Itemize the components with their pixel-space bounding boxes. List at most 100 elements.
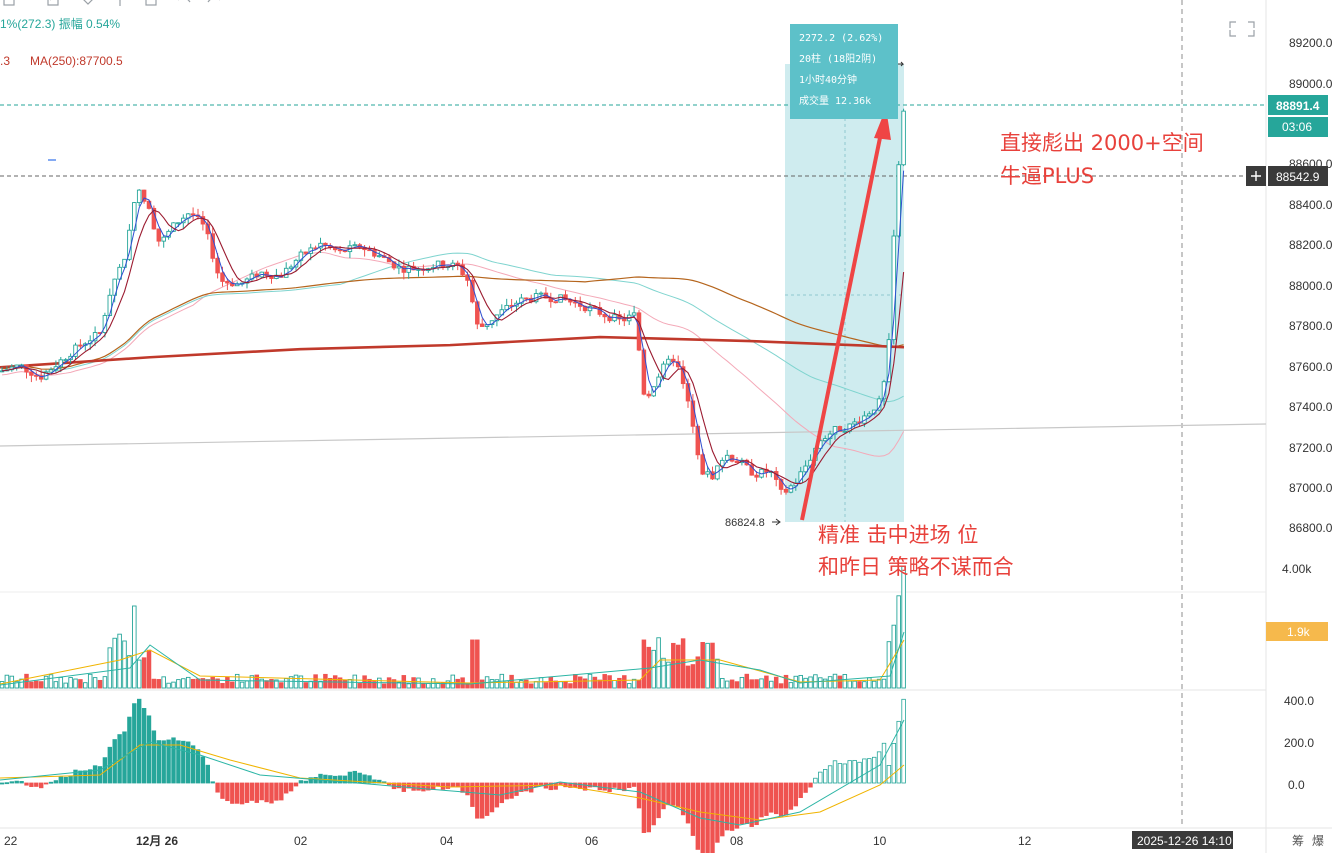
macd-bar (136, 698, 142, 784)
volume-bar (577, 676, 583, 689)
volume-bar (14, 681, 19, 689)
macd-bar (195, 749, 201, 784)
volume-bar (406, 683, 411, 689)
volume-bar (87, 673, 93, 689)
price-tick: 87200.0 (1289, 441, 1332, 455)
candle-body (646, 393, 652, 397)
undo-icon[interactable] (178, 0, 191, 3)
candle-body (161, 236, 166, 242)
time-tick: 12 (1018, 834, 1032, 848)
candle-body (406, 265, 411, 273)
time-tick: 22 (4, 834, 18, 848)
volume-bar (53, 681, 59, 689)
candle (705, 466, 710, 478)
candle-body (450, 262, 456, 268)
toolbar[interactable] (3, 0, 220, 6)
volume-bar (896, 595, 901, 689)
volume-bar (328, 677, 333, 689)
candle-body (749, 464, 754, 476)
macd-bar (798, 782, 803, 798)
volume-bar (514, 681, 519, 689)
tooltip-bars: 20柱 (18阳2阴) (799, 52, 877, 65)
macd-bar (274, 782, 279, 801)
candle (352, 241, 358, 247)
macd-bar (558, 782, 563, 785)
candle-body (524, 297, 529, 300)
fork-icon[interactable] (116, 0, 124, 6)
candle-body (783, 488, 789, 493)
time-axis[interactable]: 22 12月 26 02 04 06 08 10 12 (4, 834, 1032, 848)
macd-bar (509, 782, 514, 799)
volume-bar (700, 642, 705, 689)
volume-bar (318, 680, 323, 689)
candle (117, 264, 122, 281)
volume-bar (651, 649, 656, 689)
candle-body (440, 260, 446, 268)
volume-bar (132, 605, 137, 689)
volume-bar (661, 657, 666, 689)
candle-body (729, 454, 735, 462)
candle (156, 228, 162, 247)
candle-body (190, 213, 196, 216)
volume-bar (602, 674, 607, 689)
volume-bar (78, 679, 83, 689)
volume-bar (881, 678, 887, 689)
volume-bar (352, 674, 358, 689)
volume-bar (29, 681, 34, 689)
candle-body (92, 332, 98, 342)
volume-bar (901, 565, 906, 689)
macd-bar (769, 782, 774, 813)
fullscreen-icon[interactable] (1229, 21, 1255, 37)
volume-bar (426, 682, 431, 689)
macd-dif-line (0, 719, 905, 826)
macd-bar (465, 782, 470, 796)
volume-bar (475, 639, 480, 689)
macd-bar (803, 782, 808, 793)
volume-bar (303, 682, 309, 689)
current-price-value: 88891.4 (1276, 99, 1320, 113)
macd-bar (396, 782, 402, 789)
volume-bar (710, 642, 715, 689)
volume-bar (450, 674, 456, 689)
volume-bar (381, 683, 387, 689)
macd-bar (774, 782, 779, 815)
volume-bar (744, 673, 750, 689)
edit-icon[interactable] (47, 0, 59, 6)
volume-bar (308, 680, 313, 689)
square-icon[interactable] (3, 0, 15, 6)
liquidation-label[interactable]: 爆 (1312, 834, 1324, 848)
volume-bar (631, 678, 637, 689)
candle-body (0, 370, 5, 373)
macd-bar (852, 759, 857, 784)
trash-icon[interactable] (145, 0, 157, 6)
candle-body (695, 425, 701, 456)
candle (38, 368, 44, 383)
macd-bar (788, 782, 794, 810)
volume-bar (592, 676, 598, 689)
volume-bars (0, 565, 906, 689)
chips-label[interactable]: 筹 (1292, 834, 1304, 848)
volume-bar (739, 676, 745, 689)
volume-bar (396, 681, 402, 689)
macd-bar (862, 758, 867, 784)
countdown-value: 03:06 (1282, 120, 1312, 134)
volume-bar (92, 677, 98, 689)
candle (700, 449, 705, 476)
price-tick: 87600.0 (1289, 360, 1332, 374)
candle-body (837, 426, 843, 432)
volume-bar (729, 679, 735, 689)
tag-icon[interactable] (80, 0, 93, 5)
time-tick: 06 (585, 834, 599, 848)
candle (519, 293, 524, 308)
candle-body (352, 244, 358, 247)
macd-bar (127, 716, 132, 784)
candle-body (303, 251, 309, 254)
volume-bar (107, 647, 113, 689)
current-volume-badge (1266, 622, 1328, 641)
macd-bar (0, 782, 5, 785)
candle (288, 264, 294, 270)
candle (141, 189, 147, 204)
candle (622, 313, 627, 327)
redo-icon[interactable] (207, 0, 220, 3)
